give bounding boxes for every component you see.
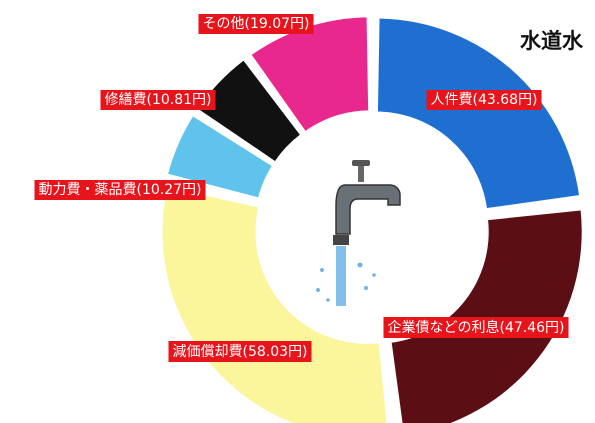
slice-label: 動力費・薬品費(10.27円) xyxy=(34,180,206,200)
label-box xyxy=(100,90,216,110)
label-text: 動力費・薬品費(10.27円) xyxy=(38,182,201,198)
label-box xyxy=(198,14,314,34)
faucet-icon xyxy=(316,160,401,306)
value-label: (43.68円) xyxy=(472,92,537,108)
label-box xyxy=(383,317,569,338)
label-box xyxy=(426,90,542,110)
category-name: 企業債などの利息 xyxy=(387,319,499,336)
value-label: (58.03円) xyxy=(242,344,307,360)
label-text: 人件費(43.68円) xyxy=(430,92,537,108)
slices xyxy=(162,17,582,423)
slice xyxy=(391,210,582,423)
label-box xyxy=(168,341,312,362)
slice-label: 企業債などの利息(47.46円) xyxy=(383,317,569,338)
slice-label: 人件費(43.68円) xyxy=(426,90,542,110)
slice-label: 減価償却費(58.03円) xyxy=(168,341,312,362)
label-text: 企業債などの利息(47.46円) xyxy=(387,319,564,336)
category-name: 修繕費 xyxy=(104,92,146,108)
slice xyxy=(168,116,272,198)
slice xyxy=(251,17,369,131)
slice-label: その他(19.07円) xyxy=(198,14,314,34)
category-name: 動力費・薬品費 xyxy=(38,182,136,198)
chart-title: 水道水 xyxy=(520,29,584,53)
slice xyxy=(198,60,300,161)
category-name: 人件費 xyxy=(430,92,472,108)
category-name: 減価償却費 xyxy=(172,343,242,360)
labels: 人件費(43.68円) 企業債などの利息(47.46円) 減価償却費(58.03円)… xyxy=(34,14,569,362)
category-name: その他 xyxy=(202,16,244,32)
value-label: (47.46円) xyxy=(499,320,564,336)
label-text: 減価償却費(58.03円) xyxy=(172,343,307,360)
label-box xyxy=(34,180,206,200)
slice xyxy=(162,187,387,423)
value-label: (19.07円) xyxy=(244,16,309,32)
label-text: 修繕費(10.81円) xyxy=(104,92,211,108)
value-label: (10.27円) xyxy=(136,182,201,198)
slice xyxy=(377,18,580,209)
label-text: その他(19.07円) xyxy=(202,16,309,32)
value-label: (10.81円) xyxy=(146,92,211,108)
slice-label: 修繕費(10.81円) xyxy=(100,90,216,110)
